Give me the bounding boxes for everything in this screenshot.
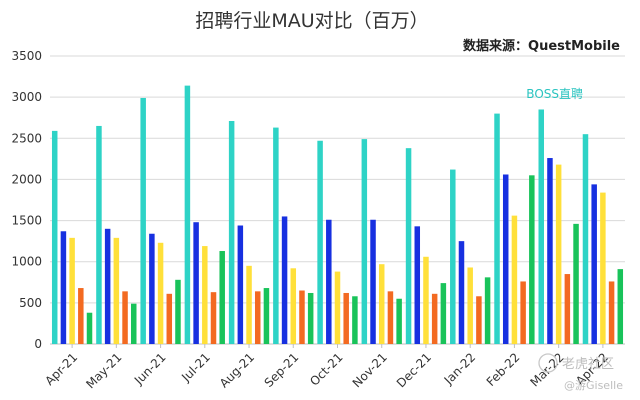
bar [423,256,429,344]
x-tick-label: Feb-22 [484,350,523,389]
chart-title: 招聘行业MAU对比（百万） [195,10,428,32]
bar [564,274,571,344]
bar [591,184,597,344]
bar [529,175,535,344]
bar [547,158,553,344]
x-tick-label: Oct-21 [307,350,345,388]
bar [69,237,75,344]
bar [370,219,376,344]
bar [122,291,128,344]
watermark: 老虎社区 @游Giselle [538,353,623,392]
bar [184,85,191,344]
bar [573,223,579,344]
bar [511,215,518,344]
y-tick-label: 3000 [11,90,42,104]
watermark-text: 老虎社区 [562,356,614,372]
y-tick-label: 1500 [11,214,42,228]
bar [600,192,606,344]
bar [608,281,615,344]
watermark-logo-icon [538,353,558,373]
bar [193,222,199,344]
bar [582,134,589,344]
bar [334,271,341,344]
bar [166,293,173,344]
bar [60,231,67,344]
bar [307,292,314,344]
bar [538,109,545,344]
bar [299,290,305,344]
y-tick-label: 500 [19,296,42,310]
bar [273,127,279,345]
x-tick-label: May-21 [83,350,124,391]
watermark-subtext: @游Giselle [564,379,623,392]
bar [219,251,225,344]
y-axis: 0 500 1000 1500 2000 2500 3000 3500 [11,49,42,351]
x-tick-label: Jun-21 [131,350,169,388]
bar [157,242,164,344]
x-tick-label: Apr-21 [42,350,80,388]
x-tick-label: Mar-22 [528,350,567,389]
bar [281,216,288,344]
y-tick-label: 1000 [11,255,42,269]
data-source: 数据来源：QuestMobile [463,38,620,54]
bar [555,164,562,344]
x-axis: Apr-21 May-21 Jun-21 Jul-21 Aug-21 Sep-21 Oct-… [42,344,611,391]
bar [396,298,402,344]
bar [228,121,235,345]
bar [361,139,368,344]
y-tick-label: 2500 [11,131,42,145]
bar [140,97,146,344]
bar [210,292,217,344]
y-tick-label: 2000 [11,172,42,186]
x-tick-label: Aug-21 [217,350,257,390]
bar [343,292,349,344]
series-annotation: BOSS直聘 [526,87,583,101]
bar [263,288,270,344]
bar [237,225,244,344]
annotations: BOSS直聘 [526,87,583,101]
bar [484,277,491,344]
bar [104,228,111,344]
bar [405,148,412,344]
bar [326,219,332,344]
bars [51,85,624,345]
bar [96,125,102,344]
bar [317,140,323,344]
bar [450,169,456,344]
bar [520,281,526,344]
bar [130,303,137,344]
bar [113,237,120,344]
bar [175,279,181,344]
bar [202,246,208,344]
bar [290,268,297,344]
bar [387,291,394,344]
bar [467,267,473,344]
x-tick-label: Nov-21 [350,350,390,390]
y-tick-label: 3500 [11,49,42,63]
bar [149,233,155,344]
bar [414,226,421,344]
bar [494,113,500,344]
bar [352,296,358,344]
bar [440,283,447,344]
bar [51,130,58,344]
y-tick-label: 0 [34,337,42,351]
x-tick-label: Jul-21 [178,350,213,385]
bar [246,265,252,344]
x-tick-label: Sep-21 [262,350,302,390]
bar [254,291,261,344]
bar [431,293,438,344]
bar [617,269,624,344]
bar [458,241,465,344]
x-tick-label: Jan-22 [441,350,479,388]
bar [78,288,84,344]
bar [378,264,385,344]
x-tick-label: Dec-21 [394,350,434,390]
bar [86,312,93,344]
bar [476,296,482,344]
bar [502,174,509,344]
